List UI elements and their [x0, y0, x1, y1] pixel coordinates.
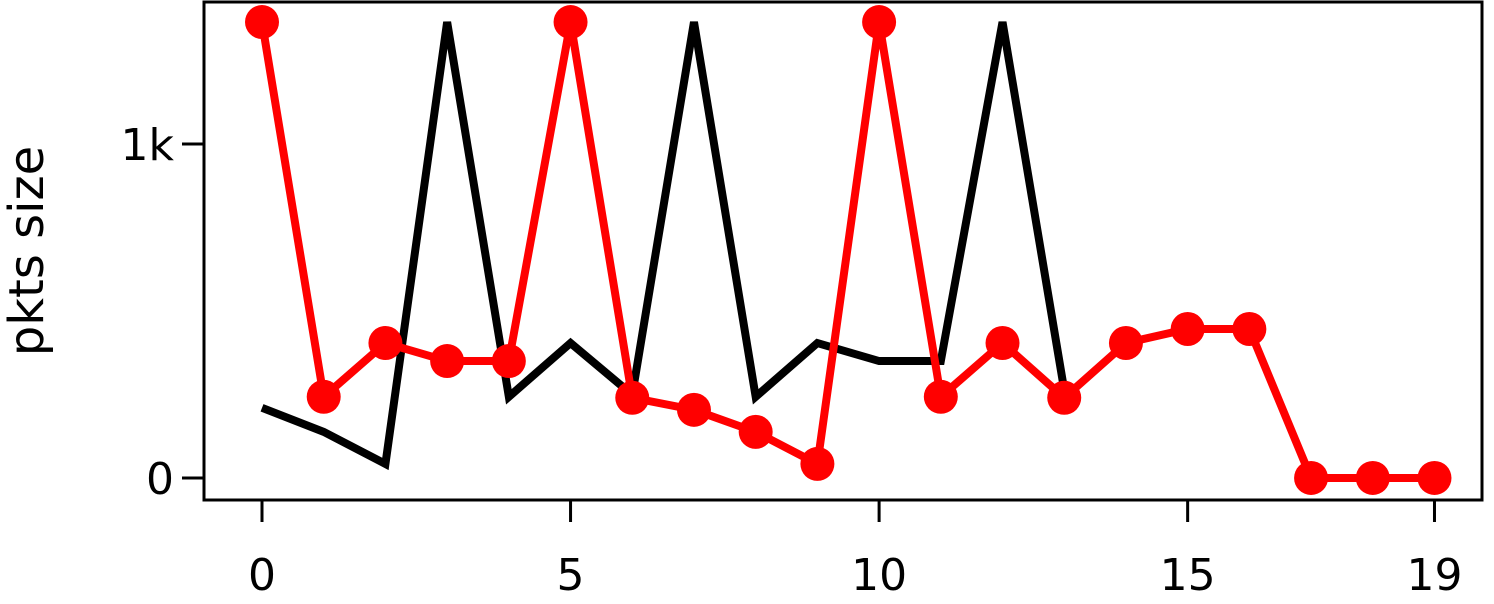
x-tick-label: 15 [1160, 550, 1216, 601]
point [430, 344, 465, 379]
point [862, 5, 897, 40]
point [1232, 311, 1267, 346]
line-series [260, 21, 1069, 471]
point [800, 446, 835, 481]
point [368, 326, 403, 361]
point [738, 414, 773, 449]
point [985, 326, 1020, 361]
point [245, 5, 280, 40]
point [1170, 311, 1205, 346]
x-tick-label: 10 [851, 550, 907, 601]
y-axis-label: pkts size [0, 146, 55, 356]
x-tick-label: 19 [1406, 550, 1462, 601]
x-tick-label: 0 [248, 550, 276, 601]
point [1108, 326, 1143, 361]
point [1355, 460, 1390, 495]
point [306, 379, 341, 414]
point [923, 379, 958, 414]
plot-frame [202, 0, 1484, 502]
point [1294, 460, 1329, 495]
point [553, 5, 588, 40]
point [1417, 460, 1452, 495]
y-tick-label: 0 [146, 454, 174, 505]
y-tick-label: 1k [121, 120, 175, 171]
point [615, 380, 650, 415]
point [1047, 380, 1082, 415]
point [491, 344, 526, 379]
point [676, 392, 711, 427]
x-tick-label: 5 [557, 550, 585, 601]
